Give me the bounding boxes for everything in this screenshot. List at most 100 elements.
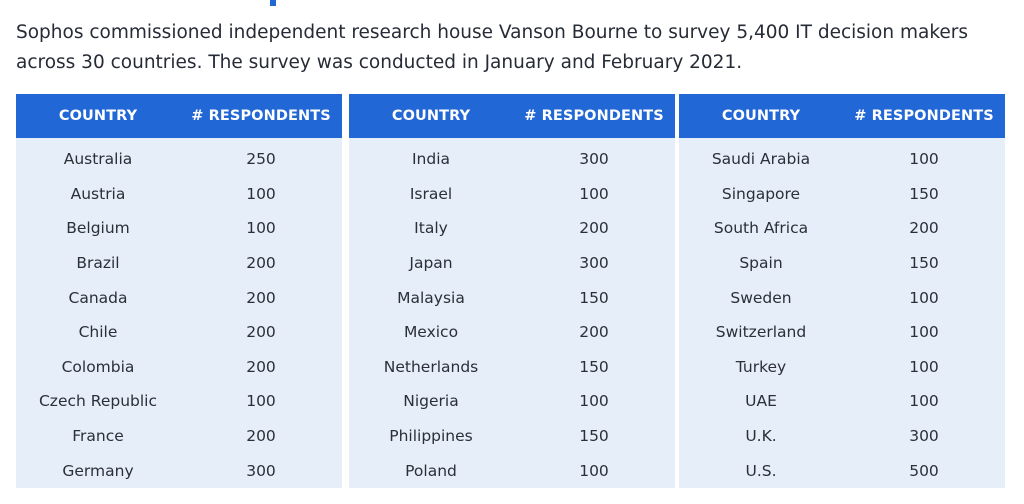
table-body: Australia 250 Austria 100 Belgium 100 Brazi…: [16, 138, 342, 488]
table-row: Poland 100: [349, 453, 675, 488]
table-row: Spain 150: [679, 246, 1005, 281]
country-cell: Malaysia: [397, 288, 465, 307]
country-cell: Nigeria: [403, 392, 459, 411]
respondents-column-header: # RESPONDENTS: [854, 108, 994, 124]
respondents-cell: 300: [909, 427, 939, 446]
table-row: Singapore 150: [679, 177, 1005, 212]
country-cell: South Africa: [713, 219, 809, 238]
table-header: COUNTRY # RESPONDENTS: [679, 94, 1005, 138]
table-header: COUNTRY # RESPONDENTS: [349, 94, 675, 138]
country-cell: Netherlands: [383, 357, 479, 376]
respondents-table-1: COUNTRY # RESPONDENTS Australia 250 Austr…: [16, 94, 342, 488]
table-row: Austria 100: [16, 177, 342, 212]
table-row: Czech Republic 100: [16, 384, 342, 419]
respondents-cell: 150: [909, 184, 939, 203]
respondents-cell: 200: [246, 254, 276, 273]
respondents-column-header: # RESPONDENTS: [191, 108, 331, 124]
country-cell: Brazil: [76, 254, 120, 273]
table-row: Malaysia 150: [349, 280, 675, 315]
respondents-table-3: COUNTRY # RESPONDENTS Saudi Arabia 100 Si…: [679, 94, 1005, 488]
respondents-cell: 150: [579, 427, 609, 446]
country-column-header: COUNTRY: [58, 108, 138, 124]
respondents-cell: 100: [579, 461, 609, 480]
table-body: Saudi Arabia 100 Singapore 150 South Afric…: [679, 138, 1005, 488]
table-row: UAE 100: [679, 384, 1005, 419]
country-cell: Israel: [409, 184, 453, 203]
respondents-cell: 200: [246, 427, 276, 446]
table-row: U.S. 500: [679, 453, 1005, 488]
table-row: Mexico 200: [349, 315, 675, 350]
intro-paragraph: Sophos commissioned independent research…: [16, 22, 969, 73]
respondents-cell: 300: [579, 150, 609, 169]
table-row: India 300: [349, 142, 675, 177]
respondents-cell: 200: [246, 357, 276, 376]
country-cell: Singapore: [721, 184, 801, 203]
table-row: Sweden 100: [679, 280, 1005, 315]
country-cell: Italy: [414, 219, 448, 238]
country-cell: Mexico: [403, 323, 459, 342]
table-row: Switzerland 100: [679, 315, 1005, 350]
respondents-cell: 300: [579, 254, 609, 273]
respondents-column-header: # RESPONDENTS: [524, 108, 664, 124]
table-row: Canada 200: [16, 280, 342, 315]
respondents-cell: 200: [909, 219, 939, 238]
respondents-table-2: COUNTRY # RESPONDENTS India 300 Israel 100…: [349, 94, 675, 488]
country-cell: Austria: [70, 184, 126, 203]
respondents-cell: 100: [909, 357, 939, 376]
country-cell: U.S.: [745, 461, 777, 480]
respondents-cell: 100: [579, 184, 609, 203]
table-row: Italy 200: [349, 211, 675, 246]
respondents-cell: 250: [246, 150, 276, 169]
country-column-header: COUNTRY: [391, 108, 471, 124]
country-column-header: COUNTRY: [721, 108, 801, 124]
country-cell: Chile: [78, 323, 118, 342]
country-cell: Czech Republic: [38, 392, 157, 411]
country-cell: Sweden: [730, 288, 792, 307]
country-cell: Turkey: [735, 357, 787, 376]
country-cell: UAE: [745, 392, 777, 411]
respondents-cell: 100: [909, 288, 939, 307]
table-header: COUNTRY # RESPONDENTS: [16, 94, 342, 138]
respondents-cell: 150: [909, 254, 939, 273]
respondents-cell: 200: [579, 323, 609, 342]
table-row: Chile 200: [16, 315, 342, 350]
respondents-cell: 150: [579, 288, 609, 307]
respondents-cell: 100: [246, 392, 276, 411]
table-row: France 200: [16, 419, 342, 454]
table-row: Belgium 100: [16, 211, 342, 246]
country-cell: Australia: [63, 150, 133, 169]
table-row: Turkey 100: [679, 350, 1005, 385]
table-row: Japan 300: [349, 246, 675, 281]
respondents-cell: 100: [909, 392, 939, 411]
table-row: South Africa 200: [679, 211, 1005, 246]
country-cell: Belgium: [66, 219, 130, 238]
respondents-cell: 300: [246, 461, 276, 480]
respondents-cell: 150: [579, 357, 609, 376]
respondents-cell: 100: [909, 150, 939, 169]
respondents-cell: 200: [579, 219, 609, 238]
country-cell: Switzerland: [715, 323, 807, 342]
respondents-cell: 200: [246, 323, 276, 342]
respondents-cell: 200: [246, 288, 276, 307]
table-row: Philippines 150: [349, 419, 675, 454]
table-row: Netherlands 150: [349, 350, 675, 385]
table-row: Nigeria 100: [349, 384, 675, 419]
country-cell: France: [72, 427, 124, 446]
table-row: Germany 300: [16, 453, 342, 488]
table-row: Israel 100: [349, 177, 675, 212]
country-cell: India: [411, 150, 451, 169]
table-row: Brazil 200: [16, 246, 342, 281]
table-body: India 300 Israel 100 Italy 200 Japan 300 Mal…: [349, 138, 675, 488]
country-cell: Japan: [409, 254, 453, 273]
respondents-cell: 500: [909, 461, 939, 480]
country-cell: Canada: [68, 288, 128, 307]
country-cell: Spain: [739, 254, 783, 273]
table-row: Australia 250: [16, 142, 342, 177]
country-cell: Germany: [62, 461, 134, 480]
country-cell: Poland: [405, 461, 457, 480]
respondents-cell: 100: [246, 219, 276, 238]
respondents-cell: 100: [909, 323, 939, 342]
table-row: U.K. 300: [679, 419, 1005, 454]
heading-underline-fragment: [270, 0, 276, 6]
country-cell: Saudi Arabia: [711, 150, 811, 169]
